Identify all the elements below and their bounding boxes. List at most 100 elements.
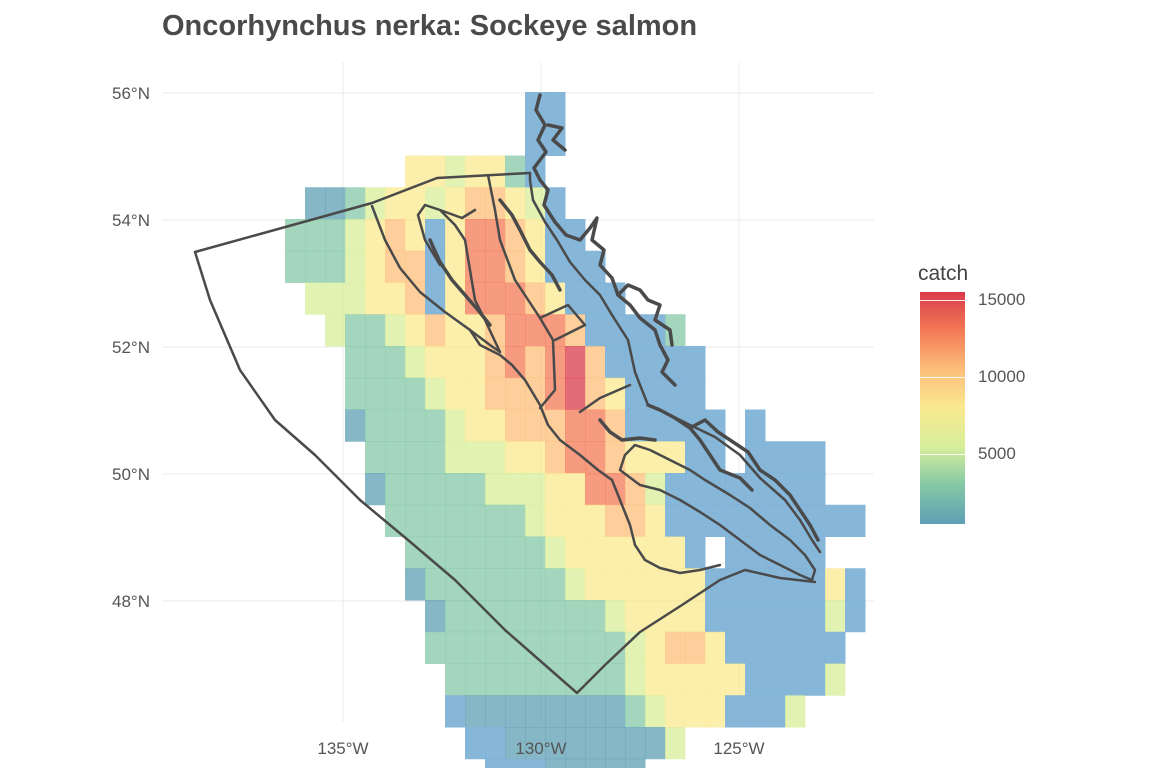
catch-cell (385, 377, 406, 410)
catch-cell (345, 187, 366, 220)
catch-cell (325, 250, 346, 283)
catch-cell (505, 187, 526, 220)
catch-cell (405, 346, 426, 379)
catch-cell (785, 504, 806, 537)
catch-cell (505, 504, 526, 537)
catch-cell (365, 409, 386, 442)
catch-cell (605, 346, 626, 379)
catch-cell (605, 727, 626, 760)
catch-cell (725, 631, 746, 664)
catch-cell (585, 695, 606, 728)
catch-cell (625, 727, 646, 760)
map-title: Oncorhynchus nerka: Sockeye salmon (162, 10, 698, 42)
catch-cell (545, 346, 566, 379)
catch-cell (345, 282, 366, 315)
catch-cell (765, 600, 786, 633)
catch-cell (585, 631, 606, 664)
catch-cell (565, 758, 586, 768)
catch-cell (665, 727, 686, 760)
fjord-4 (616, 283, 674, 347)
catch-cell (565, 441, 586, 474)
catch-cell (665, 631, 686, 664)
catch-cell (645, 695, 666, 728)
catch-cell (465, 568, 486, 601)
catch-cell (785, 600, 806, 633)
x-tick-label: 130°W (515, 739, 566, 758)
catch-cell (705, 473, 726, 506)
catch-cell (685, 377, 706, 410)
catch-cell (645, 377, 666, 410)
catch-cell (545, 568, 566, 601)
catch-cell (505, 600, 526, 633)
catch-cell (585, 504, 606, 537)
catch-cell (705, 441, 726, 474)
catch-cell (525, 727, 546, 760)
catch-cell (485, 155, 506, 188)
catch-cell (525, 568, 546, 601)
catch-cell (465, 409, 486, 442)
catch-cell (625, 409, 646, 442)
catch-cell (765, 631, 786, 664)
catch-cell (425, 409, 446, 442)
catch-cell (505, 695, 526, 728)
catch-cell (845, 568, 866, 601)
y-tick-label: 48°N (112, 592, 150, 611)
catch-cell (745, 568, 766, 601)
catch-cell (425, 441, 446, 474)
catch-cell (465, 695, 486, 728)
catch-cell (825, 631, 846, 664)
fjord-9 (598, 418, 657, 442)
catch-cell (805, 473, 826, 506)
catch-cell (465, 473, 486, 506)
catch-cell (405, 187, 426, 220)
region-outlines (193, 93, 822, 695)
catch-cell (505, 377, 526, 410)
legend-tick-label: 15000 (978, 289, 1026, 309)
catch-cell (605, 695, 626, 728)
catch-cell (685, 600, 706, 633)
legend-colorbar (920, 292, 965, 524)
legend-tick-label: 10000 (978, 367, 1026, 387)
catch-cell (525, 282, 546, 315)
catch-cell (725, 504, 746, 537)
catch-cell (805, 568, 826, 601)
catch-cell (645, 631, 666, 664)
catch-cell (785, 695, 806, 728)
catch-cell (405, 250, 426, 283)
fjord-8 (428, 238, 492, 327)
catch-cell (385, 504, 406, 537)
catch-cell (545, 92, 566, 125)
y-tick-label: 50°N (112, 465, 150, 484)
catch-cell (565, 504, 586, 537)
catch-cell (545, 695, 566, 728)
catch-cell (525, 377, 546, 410)
catch-cell (705, 600, 726, 633)
catch-cell (545, 663, 566, 696)
catch-cell (525, 536, 546, 569)
catch-cell (765, 663, 786, 696)
area-divider-north (486, 173, 557, 410)
catch-cell (805, 536, 826, 569)
catch-cells (285, 92, 866, 768)
legend-tick-mark (920, 299, 965, 301)
catch-cell (365, 473, 386, 506)
catch-cell (605, 441, 626, 474)
catch-cell (505, 631, 526, 664)
catch-cell (625, 600, 646, 633)
catch-cell (425, 377, 446, 410)
catch-cell (485, 536, 506, 569)
catch-cell (505, 441, 526, 474)
catch-cell (565, 695, 586, 728)
catch-cell (385, 441, 406, 474)
catch-cell (405, 536, 426, 569)
catch-cell (505, 155, 526, 188)
catch-cell (745, 600, 766, 633)
catch-cell (505, 568, 526, 601)
catch-cell (785, 631, 806, 664)
catch-cell (685, 441, 706, 474)
fjord-7 (498, 198, 562, 292)
catch-cell (585, 314, 606, 347)
x-tick-label: 135°W (317, 739, 368, 758)
y-tick-label: 56°N (112, 84, 150, 103)
